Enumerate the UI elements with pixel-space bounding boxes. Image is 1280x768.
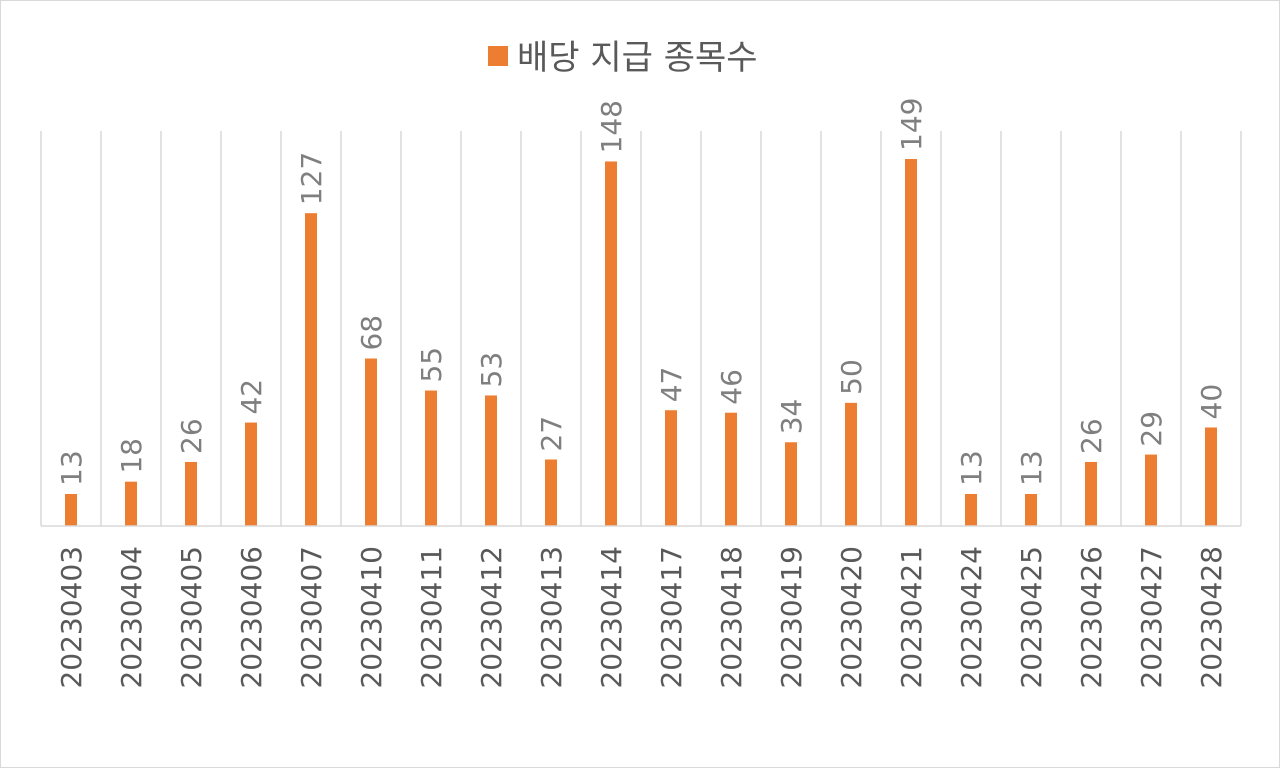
x-tick-label-20230421: 20230421 bbox=[895, 546, 928, 689]
x-tick-label-20230410: 20230410 bbox=[355, 546, 388, 689]
bar-20230404 bbox=[125, 481, 137, 526]
x-tick-label-20230419: 20230419 bbox=[775, 546, 808, 689]
data-label-20230427: 29 bbox=[1135, 411, 1168, 447]
x-tick-label-20230405: 20230405 bbox=[175, 546, 208, 689]
bar-20230427 bbox=[1145, 454, 1157, 526]
x-tick-label-20230428: 20230428 bbox=[1195, 546, 1228, 689]
legend-swatch bbox=[488, 46, 508, 66]
data-label-20230405: 26 bbox=[175, 418, 208, 454]
data-label-20230403: 13 bbox=[55, 450, 88, 486]
data-labels: 13 18 26 42 127 68 55 53 27 148 47 46 34 50 149 13 13 26 2… bbox=[55, 98, 1228, 486]
bar-20230425 bbox=[1025, 493, 1037, 526]
data-label-20230428: 40 bbox=[1195, 384, 1228, 420]
bar-20230421 bbox=[905, 159, 917, 526]
x-tick-label-20230407: 20230407 bbox=[295, 546, 328, 689]
bar-20230413 bbox=[545, 459, 557, 526]
data-label-20230419: 34 bbox=[775, 399, 808, 435]
x-tick-label-20230420: 20230420 bbox=[835, 546, 868, 689]
x-tick-label-20230418: 20230418 bbox=[715, 546, 748, 689]
x-tick-label-20230426: 20230426 bbox=[1075, 546, 1108, 689]
legend-label: 배당 지급 종목수 bbox=[517, 38, 758, 78]
data-label-20230404: 18 bbox=[115, 438, 148, 474]
x-tick-label-20230403: 20230403 bbox=[55, 546, 88, 689]
data-label-20230426: 26 bbox=[1075, 418, 1108, 454]
legend: 배당 지급 종목수 bbox=[488, 38, 758, 78]
bar-20230420 bbox=[845, 402, 857, 526]
x-tick-label-20230406: 20230406 bbox=[235, 546, 268, 689]
x-tick-label-20230424: 20230424 bbox=[955, 546, 988, 689]
bars bbox=[65, 159, 1217, 527]
bar-20230412 bbox=[485, 395, 497, 526]
x-tick-label-20230412: 20230412 bbox=[475, 546, 508, 689]
data-label-20230412: 53 bbox=[475, 352, 508, 388]
data-label-20230413: 27 bbox=[535, 416, 568, 452]
data-label-20230418: 46 bbox=[715, 369, 748, 405]
bar-20230410 bbox=[365, 358, 377, 526]
gridlines bbox=[40, 131, 1242, 526]
bar-20230418 bbox=[725, 412, 737, 526]
x-tick-label-20230427: 20230427 bbox=[1135, 546, 1168, 689]
bar-20230407 bbox=[305, 213, 317, 526]
data-label-20230417: 47 bbox=[655, 367, 688, 403]
bar-20230417 bbox=[665, 410, 677, 526]
bar-20230403 bbox=[65, 493, 77, 526]
bar-20230406 bbox=[245, 422, 257, 526]
data-label-20230421: 149 bbox=[895, 98, 928, 151]
x-tick-label-20230414: 20230414 bbox=[595, 546, 628, 689]
data-label-20230424: 13 bbox=[955, 450, 988, 486]
x-tick-label-20230404: 20230404 bbox=[115, 546, 148, 689]
bar-20230424 bbox=[965, 493, 977, 526]
x-axis-tick-labels: 20230403 20230404 20230405 20230406 20230407… bbox=[55, 546, 1228, 689]
x-tick-label-20230413: 20230413 bbox=[535, 546, 568, 689]
data-label-20230406: 42 bbox=[235, 379, 268, 415]
x-tick-label-20230411: 20230411 bbox=[415, 546, 448, 689]
bar-20230411 bbox=[425, 390, 437, 526]
data-label-20230407: 127 bbox=[295, 152, 328, 205]
data-label-20230414: 148 bbox=[595, 100, 628, 153]
bar-20230428 bbox=[1205, 427, 1217, 526]
x-tick-label-20230425: 20230425 bbox=[1015, 546, 1048, 689]
data-label-20230410: 68 bbox=[355, 315, 388, 351]
bar-20230419 bbox=[785, 442, 797, 526]
x-tick-label-20230417: 20230417 bbox=[655, 546, 688, 689]
bar-20230405 bbox=[185, 461, 197, 526]
data-label-20230425: 13 bbox=[1015, 450, 1048, 486]
data-label-20230411: 55 bbox=[415, 347, 448, 383]
data-label-20230420: 50 bbox=[835, 359, 868, 395]
bar-20230414 bbox=[605, 161, 617, 527]
bar-20230426 bbox=[1085, 461, 1097, 526]
